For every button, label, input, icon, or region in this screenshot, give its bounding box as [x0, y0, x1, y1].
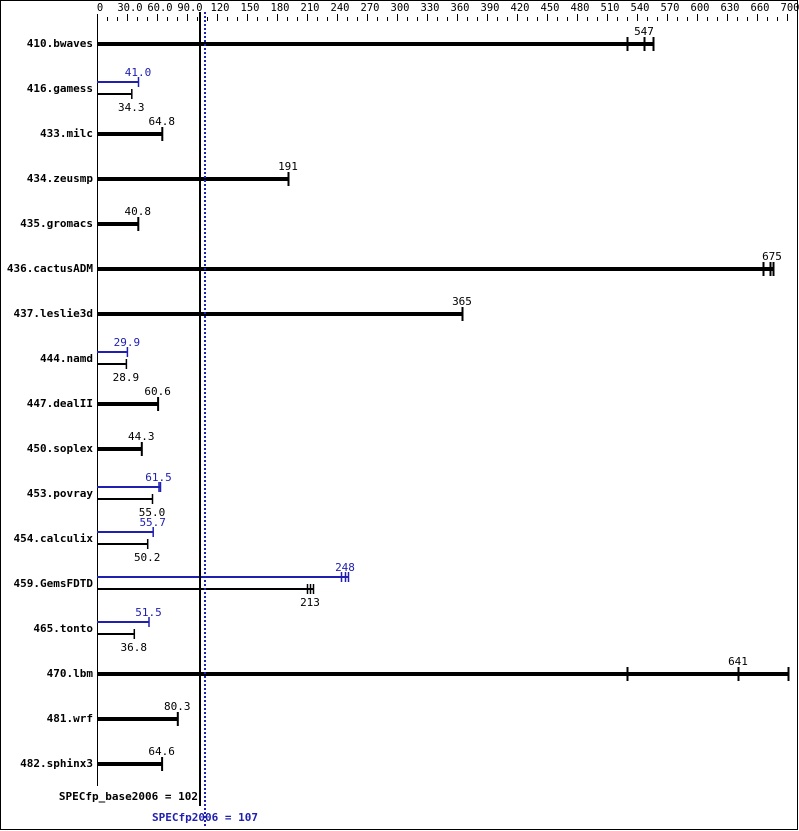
axis-tick-label: 390 — [481, 2, 500, 14]
benchmark-label: 410.bwaves — [27, 37, 93, 50]
benchmark-label: 459.GemsFDTD — [14, 577, 94, 590]
value-label: 675 — [762, 250, 782, 263]
value-label: 41.0 — [125, 66, 152, 79]
value-label: 34.3 — [118, 101, 145, 114]
value-label: 28.9 — [113, 371, 140, 384]
axis-tick-label: 510 — [601, 2, 620, 14]
benchmark-label: 444.namd — [40, 352, 93, 365]
value-label: 213 — [300, 596, 320, 609]
value-label: 641 — [728, 655, 748, 668]
benchmark-label: 481.wrf — [47, 712, 93, 725]
benchmark-label: 470.lbm — [47, 667, 94, 680]
peak-reference-label: SPECfp2006 = 107 — [152, 811, 258, 824]
benchmark-label: 435.gromacs — [20, 217, 93, 230]
axis-tick-label: 660 — [751, 2, 770, 14]
value-label: 51.5 — [135, 606, 162, 619]
value-label: 60.6 — [144, 385, 171, 398]
base-reference-label: SPECfp_base2006 = 102 — [59, 790, 198, 803]
benchmark-label: 465.tonto — [33, 622, 93, 635]
benchmark-label: 447.dealII — [27, 397, 93, 410]
value-label: 191 — [278, 160, 298, 173]
benchmark-label: 453.povray — [27, 487, 94, 500]
axis-tick-label: 150 — [241, 2, 260, 14]
axis-tick-label: 270 — [361, 2, 380, 14]
axis-tick-label: 30.0 — [117, 2, 142, 14]
axis-tick-label: 540 — [631, 2, 650, 14]
benchmark-label: 433.milc — [40, 127, 93, 140]
benchmark-label: 436.cactusADM — [7, 262, 93, 275]
axis-tick-label: 600 — [691, 2, 710, 14]
benchmark-label: 437.leslie3d — [14, 307, 93, 320]
axis-tick-label: 360 — [451, 2, 470, 14]
value-label: 55.7 — [139, 516, 166, 529]
axis-tick-label: 0 — [97, 2, 103, 14]
axis-tick-label: 420 — [511, 2, 530, 14]
axis-tick-label: 60.0 — [147, 2, 172, 14]
value-label: 80.3 — [164, 700, 191, 713]
value-label: 29.9 — [114, 336, 141, 349]
axis-tick-label: 240 — [331, 2, 350, 14]
value-label: 50.2 — [134, 551, 161, 564]
benchmark-label: 416.gamess — [27, 82, 93, 95]
value-label: 36.8 — [121, 641, 148, 654]
axis-tick-label: 180 — [271, 2, 290, 14]
axis-tick-label: 90.0 — [177, 2, 202, 14]
axis-tick-label: 630 — [721, 2, 740, 14]
value-label: 64.6 — [148, 745, 175, 758]
benchmark-label: 434.zeusmp — [27, 172, 94, 185]
value-label: 248 — [335, 561, 355, 574]
benchmark-label: 482.sphinx3 — [20, 757, 93, 770]
value-label: 61.5 — [145, 471, 172, 484]
value-label: 44.3 — [128, 430, 155, 443]
value-label: 365 — [452, 295, 472, 308]
axis-tick-label: 300 — [391, 2, 410, 14]
axis-tick-label: 480 — [571, 2, 590, 14]
benchmark-label: 450.soplex — [27, 442, 94, 455]
axis-tick-label: 450 — [541, 2, 560, 14]
axis-tick-label: 570 — [661, 2, 680, 14]
axis-tick-label: 700 — [781, 2, 799, 14]
axis-tick-label: 120 — [211, 2, 230, 14]
axis-tick-label: 210 — [301, 2, 320, 14]
benchmark-label: 454.calculix — [14, 532, 94, 545]
axis-tick-label: 330 — [421, 2, 440, 14]
value-label: 64.8 — [149, 115, 176, 128]
value-label: 547 — [634, 25, 654, 38]
value-label: 55.0 — [139, 506, 166, 519]
value-label: 40.8 — [125, 205, 152, 218]
